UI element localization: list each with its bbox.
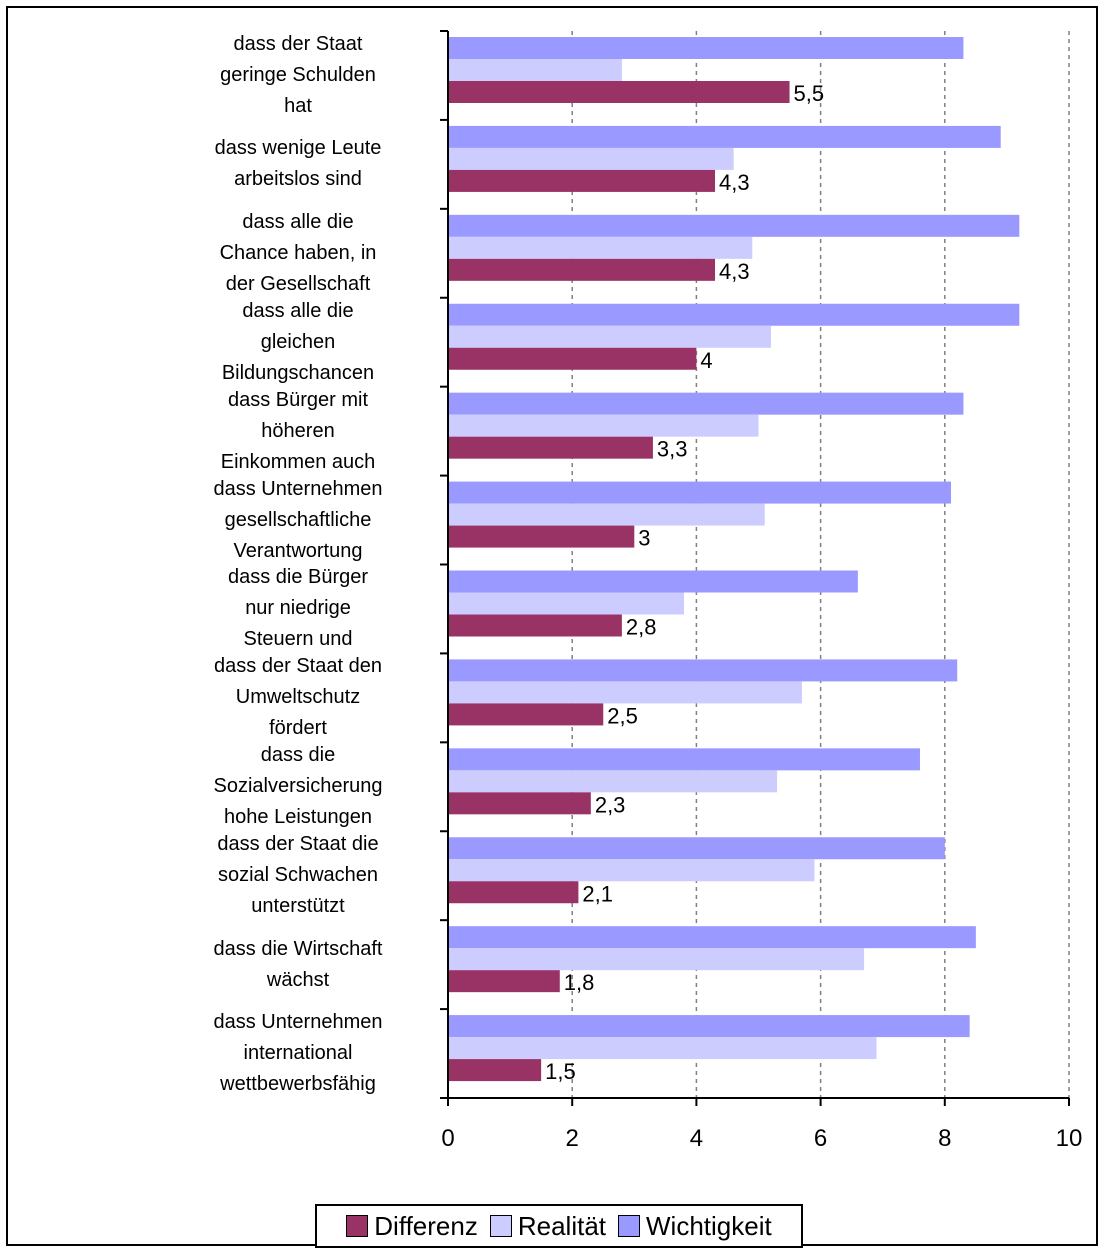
- bar-realitt-3: [448, 325, 771, 348]
- legend-swatch-0: [346, 1215, 369, 1237]
- bar-realitt-10: [448, 948, 865, 971]
- data-label-0: 5,5: [794, 81, 825, 106]
- x-tick-label-6: 6: [814, 1125, 827, 1152]
- bar-realitt-11: [448, 1037, 877, 1060]
- legend-label-0: Differenz: [374, 1210, 478, 1241]
- bar-wichtigkeit-4: [448, 392, 964, 415]
- data-label-5: 3: [638, 526, 650, 551]
- bar-differenz-1: [448, 169, 716, 192]
- bar-realitt-7: [448, 681, 802, 704]
- data-label-6: 2,8: [626, 615, 657, 640]
- x-tick-label-2: 2: [566, 1125, 579, 1152]
- bar-realitt-0: [448, 59, 622, 81]
- legend-item-0: Differenz: [346, 1211, 478, 1242]
- bar-differenz-7: [448, 703, 604, 726]
- category-label-3: dass alle die gleichen Bildungschancen: [221, 299, 375, 384]
- legend-item-2: Wichtigkeit: [618, 1211, 772, 1242]
- bar-realitt-6: [448, 592, 684, 615]
- x-tick-label-10: 10: [1056, 1125, 1083, 1152]
- bar-wichtigkeit-5: [448, 481, 952, 504]
- category-label-9: dass der Staat die sozial Schwachen unte…: [217, 833, 379, 918]
- bar-wichtigkeit-8: [448, 748, 920, 771]
- bar-differenz-11: [448, 1059, 542, 1082]
- legend-swatch-1: [489, 1215, 512, 1237]
- bar-differenz-9: [448, 881, 579, 904]
- x-tick-label-8: 8: [938, 1125, 951, 1152]
- bar-differenz-3: [448, 347, 697, 370]
- category-label-6: dass die Bürger nur niedrige Steuern und: [227, 566, 369, 651]
- data-label-2: 4,3: [719, 259, 750, 284]
- x-tick-label-4: 4: [690, 1125, 703, 1152]
- bar-wichtigkeit-0: [448, 37, 964, 59]
- bar-realitt-8: [448, 770, 778, 793]
- bar-wichtigkeit-6: [448, 570, 858, 593]
- bar-differenz-4: [448, 436, 653, 459]
- bar-differenz-2: [448, 258, 716, 281]
- data-label-8: 2,3: [595, 792, 626, 817]
- category-label-4: dass Bürger mit höheren Einkommen auch: [220, 388, 376, 473]
- category-label-2: dass alle die Chance haben, in der Gesel…: [219, 210, 377, 295]
- data-label-3: 4: [700, 348, 712, 373]
- data-label-1: 4,3: [719, 170, 750, 195]
- bar-realitt-1: [448, 147, 734, 170]
- category-label-11: dass Unternehmen international wettbewer…: [213, 1011, 383, 1096]
- bar-realitt-4: [448, 414, 759, 437]
- bar-differenz-10: [448, 970, 560, 993]
- bar-differenz-0: [448, 81, 790, 103]
- bar-wichtigkeit-11: [448, 1015, 970, 1038]
- category-label-8: dass die Sozialversicherung hohe Leistun…: [213, 744, 383, 829]
- data-label-9: 2,1: [582, 881, 613, 906]
- bar-differenz-5: [448, 525, 635, 548]
- bar-realitt-9: [448, 859, 815, 882]
- category-label-1: dass wenige Leute arbeitslos sind: [214, 137, 382, 191]
- bar-wichtigkeit-9: [448, 837, 945, 860]
- legend-label-1: Realität: [517, 1210, 607, 1241]
- bar-wichtigkeit-3: [448, 303, 1020, 326]
- data-label-7: 2,5: [607, 703, 638, 728]
- chart-frame: 5,5 4,3 4,3 4 3,3 3 2,8 2,5 2,3 2,1 1,8 1,5 0 2 4 6 8 10 …: [6, 6, 1098, 1248]
- data-label-10: 1,8: [564, 970, 595, 995]
- bar-realitt-2: [448, 236, 753, 259]
- bar-realitt-5: [448, 503, 765, 526]
- category-label-7: dass der Staat den Umweltschutz fördert: [214, 655, 382, 740]
- category-label-5: dass Unternehmen gesellschaftliche Veran…: [213, 477, 383, 562]
- legend-swatch-2: [618, 1215, 641, 1237]
- bar-wichtigkeit-1: [448, 125, 1001, 148]
- data-label-4: 3,3: [657, 437, 688, 462]
- chart-plot: 5,5 4,3 4,3 4 3,3 3 2,8 2,5 2,3 2,1 1,8 1,5 0 2 4 6 8 10: [440, 30, 1083, 1152]
- bar-differenz-6: [448, 614, 622, 637]
- bar-wichtigkeit-2: [448, 214, 1020, 237]
- data-label-11: 1,5: [545, 1059, 576, 1084]
- category-label-0: dass der Staat geringe Schulden hat: [220, 32, 376, 117]
- legend: Differenz Realität Wichtigkeit: [315, 1204, 803, 1248]
- x-tick-label-0: 0: [441, 1125, 454, 1152]
- bar-wichtigkeit-10: [448, 926, 976, 949]
- category-label-10: dass die Wirtschaft wächst: [213, 937, 383, 991]
- legend-label-2: Wichtigkeit: [646, 1210, 772, 1241]
- bar-wichtigkeit-7: [448, 659, 958, 682]
- legend-item-1: Realität: [489, 1210, 607, 1242]
- bar-differenz-8: [448, 792, 591, 815]
